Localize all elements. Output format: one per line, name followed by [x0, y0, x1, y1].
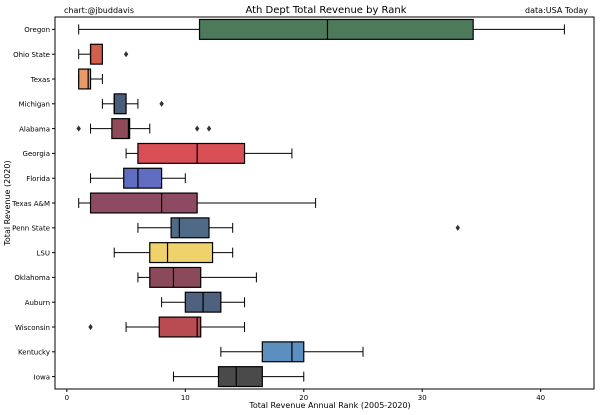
- y-tick-label: Michigan: [19, 101, 50, 109]
- box: [198, 18, 474, 40]
- outlier-point: [194, 125, 200, 132]
- box: [89, 192, 198, 214]
- chart-title: Ath Dept Total Revenue by Rank: [245, 5, 406, 16]
- outlier-point: [88, 323, 93, 331]
- y-tick-label: Oregon: [24, 26, 50, 34]
- y-tick-label: Florida: [26, 175, 50, 183]
- box: [149, 242, 214, 264]
- box: [89, 43, 103, 65]
- box: [217, 366, 263, 388]
- box: [137, 142, 246, 164]
- y-tick-label: Penn State: [12, 225, 50, 233]
- x-tick-label: 10: [181, 394, 190, 402]
- x-tick-label: 30: [418, 394, 427, 402]
- y-tick-label: Wisconsin: [15, 324, 50, 332]
- box: [158, 316, 202, 338]
- outlier-point: [206, 125, 212, 132]
- y-tick-label: Auburn: [25, 299, 50, 307]
- x-tick-label: 0: [65, 394, 69, 402]
- y-tick-label: Oklahoma: [14, 274, 50, 282]
- y-tick-label: Texas A&M: [11, 200, 50, 208]
- outlier-point: [76, 125, 81, 132]
- y-tick-label: LSU: [37, 249, 50, 257]
- box: [123, 167, 163, 189]
- y-tick-label: Iowa: [34, 373, 50, 381]
- box: [111, 118, 131, 140]
- box: [78, 68, 92, 90]
- chart-marks: Oregon Ohio State Texas Michigan Alabama Geor…: [11, 18, 565, 402]
- chart-credit: chart:@jbuddavis: [64, 6, 134, 15]
- x-tick-label: 40: [536, 394, 545, 402]
- x-tick-label: 20: [299, 394, 308, 402]
- outlier-point: [159, 100, 164, 107]
- box: [113, 93, 127, 115]
- y-tick-label: Kentucky: [18, 349, 50, 357]
- y-tick-label: Alabama: [19, 125, 50, 133]
- box: [149, 266, 202, 288]
- y-tick-label: Georgia: [23, 150, 50, 158]
- data-source: data:USA Today: [525, 6, 588, 15]
- y-axis-label: Total Revenue (2020): [3, 160, 12, 246]
- y-tick-label: Texas: [30, 76, 51, 84]
- outlier-point: [455, 224, 460, 231]
- outlier-point: [123, 51, 129, 58]
- x-axis-label: Total Revenue Annual Rank (2005-2020): [248, 401, 410, 410]
- y-tick-label: Ohio State: [13, 51, 50, 59]
- box: [261, 341, 305, 363]
- box: [170, 217, 210, 239]
